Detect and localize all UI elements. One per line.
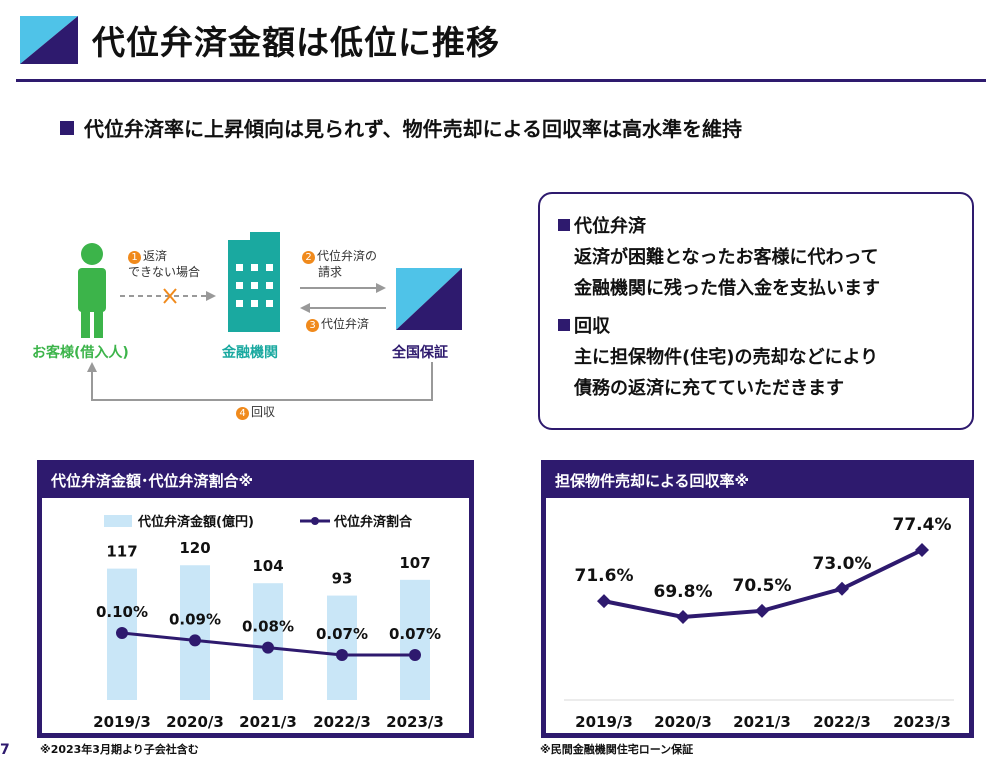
- bar-2020/3: [180, 565, 210, 700]
- x-tick-label: 2019/3: [575, 713, 633, 731]
- ratio-value-label: 0.07%: [389, 625, 441, 643]
- recovery-point-2023/3: [915, 543, 929, 557]
- bar-2022/3: [327, 595, 357, 700]
- definition-text-1a: 返済が困難となったお客様に代わって: [574, 247, 879, 268]
- cross-icon: [163, 288, 177, 304]
- step-3-label: 3 代位弁済: [306, 316, 369, 332]
- x-tick-label: 2021/3: [239, 713, 297, 731]
- bar-value-label: 107: [399, 554, 430, 572]
- bar-2021/3: [253, 583, 283, 700]
- title-divider: [16, 79, 986, 82]
- legend-line-marker: [311, 517, 319, 525]
- recovery-chart: 71.6% 69.8% 70.5% 73.0% 77.4% 2019/3 2020/3 202…: [564, 515, 954, 731]
- bar-2023/3: [400, 579, 430, 700]
- ratio-point-2020/3: [189, 634, 201, 647]
- definition-text-1b: 金融機関に残った借入金を支払います: [574, 278, 880, 299]
- recovery-value-label: 70.5%: [733, 576, 792, 596]
- bar-value-label: 120: [179, 539, 210, 557]
- recovery-point-2020/3: [676, 610, 690, 624]
- step-4-number: 4: [236, 407, 249, 420]
- x-tick-label: 2019/3: [93, 713, 151, 731]
- recovery-point-2019/3: [597, 594, 611, 609]
- step-1-number: 1: [128, 251, 141, 264]
- bullet-square-icon: [558, 219, 570, 231]
- legend-bar-label: 代位弁済金額(億円): [137, 514, 254, 530]
- ratio-point-2023/3: [409, 649, 421, 661]
- definition-text-2a: 主に担保物件(住宅)の売却などにより: [574, 347, 879, 368]
- step-1-text-1: 返済: [143, 249, 168, 263]
- legend-bar-swatch: [104, 515, 132, 527]
- page-number: 7: [0, 742, 10, 758]
- step-2-text-2: 請求: [318, 265, 343, 279]
- step-1-label: 1 返済 できない場合: [128, 248, 200, 280]
- definition-title-2: 回収: [558, 312, 972, 342]
- x-tick-label: 2022/3: [813, 713, 871, 731]
- bar-value-label: 93: [332, 570, 353, 588]
- subrogation-chart-panel: 代位弁済金額･代位弁済割合※ 代位弁済金額(億円) 代位弁済割合 117 120 104…: [37, 460, 474, 738]
- ratio-value-label: 0.08%: [242, 618, 294, 636]
- recovery-point-2022/3: [835, 581, 849, 596]
- recovery-value-label: 69.8%: [654, 582, 713, 602]
- ratio-point-2022/3: [336, 649, 348, 661]
- x-tick-label: 2021/3: [733, 713, 791, 731]
- x-tick-label: 2020/3: [654, 713, 712, 731]
- recovery-value-label: 73.0%: [813, 554, 872, 574]
- definitions-box: 代位弁済 返済が困難となったお客様に代わって 金融機関に残った借入金を支払います…: [538, 192, 974, 430]
- customer-label: お客様(借入人): [32, 345, 129, 361]
- subtitle: 代位弁済率に上昇傾向は見られず、物件売却による回収率は高水準を維持: [60, 113, 742, 142]
- step-4-text: 回収: [251, 405, 276, 419]
- chart2-footnote: ※民間金融機関住宅ローン保証: [540, 743, 694, 756]
- ratio-point-2021/3: [262, 641, 274, 654]
- subrogation-chart-title: 代位弁済金額･代位弁済割合※: [37, 460, 474, 498]
- step-3-text: 代位弁済: [321, 317, 370, 331]
- guarantor-logo-icon: [396, 268, 462, 330]
- step-2-label: 2 代位弁済の 請求: [302, 248, 377, 280]
- step-4-label: 4 回収: [236, 404, 275, 420]
- bullet-square-icon: [558, 319, 570, 331]
- bank-label: 金融機関: [222, 345, 278, 361]
- ratio-point-2019/3: [116, 627, 128, 639]
- page-title: 代位弁済金額は低位に推移: [92, 23, 500, 62]
- recovery-point-2021/3: [755, 603, 769, 618]
- recovery-chart-title: 担保物件売却による回収率※: [541, 460, 974, 498]
- company-logo-icon: [20, 16, 78, 64]
- bullet-square-icon: [60, 121, 74, 135]
- legend-line-label: 代位弁済割合: [333, 514, 413, 530]
- person-icon: [78, 243, 106, 338]
- recovery-chart-panel: 担保物件売却による回収率※ 71.6% 69.8% 70.5% 73.0% 77.4% 2…: [541, 460, 974, 738]
- recovery-value-label: 77.4%: [893, 515, 952, 535]
- step-2-text-1: 代位弁済の: [317, 249, 378, 263]
- bar-value-label: 117: [106, 543, 137, 561]
- definition-text-2b: 債務の返済に充てていただきます: [574, 378, 844, 399]
- bar-value-label: 104: [252, 557, 283, 575]
- ratio-value-label: 0.09%: [169, 610, 221, 628]
- chart1-footnote: ※2023年3月期より子会社含む: [40, 743, 199, 756]
- subtitle-text: 代位弁済率に上昇傾向は見られず、物件売却による回収率は高水準を維持: [84, 117, 742, 141]
- step-1-text-2: できない場合: [128, 265, 201, 279]
- flow-diagram: 1 返済 できない場合 2 代位弁済の 請求 3 代位弁済 4 回収 お客様(借入人) …: [20, 230, 490, 420]
- x-tick-label: 2023/3: [386, 713, 444, 731]
- step-3-number: 3: [306, 319, 319, 332]
- x-tick-label: 2020/3: [166, 713, 224, 731]
- recovery-value-label: 71.6%: [575, 566, 634, 586]
- subrogation-chart: 代位弁済金額(億円) 代位弁済割合 117 120 104 93 107 0.10% 0.09%…: [93, 514, 444, 731]
- x-tick-label: 2022/3: [313, 713, 371, 731]
- flow-graphics: [78, 232, 462, 401]
- step-2-number: 2: [302, 251, 315, 264]
- ratio-value-label: 0.10%: [96, 603, 148, 621]
- x-tick-label: 2023/3: [893, 713, 951, 731]
- ratio-value-label: 0.07%: [316, 625, 368, 643]
- definition-title-1: 代位弁済: [558, 212, 972, 242]
- guarantor-label: 全国保証: [392, 345, 448, 361]
